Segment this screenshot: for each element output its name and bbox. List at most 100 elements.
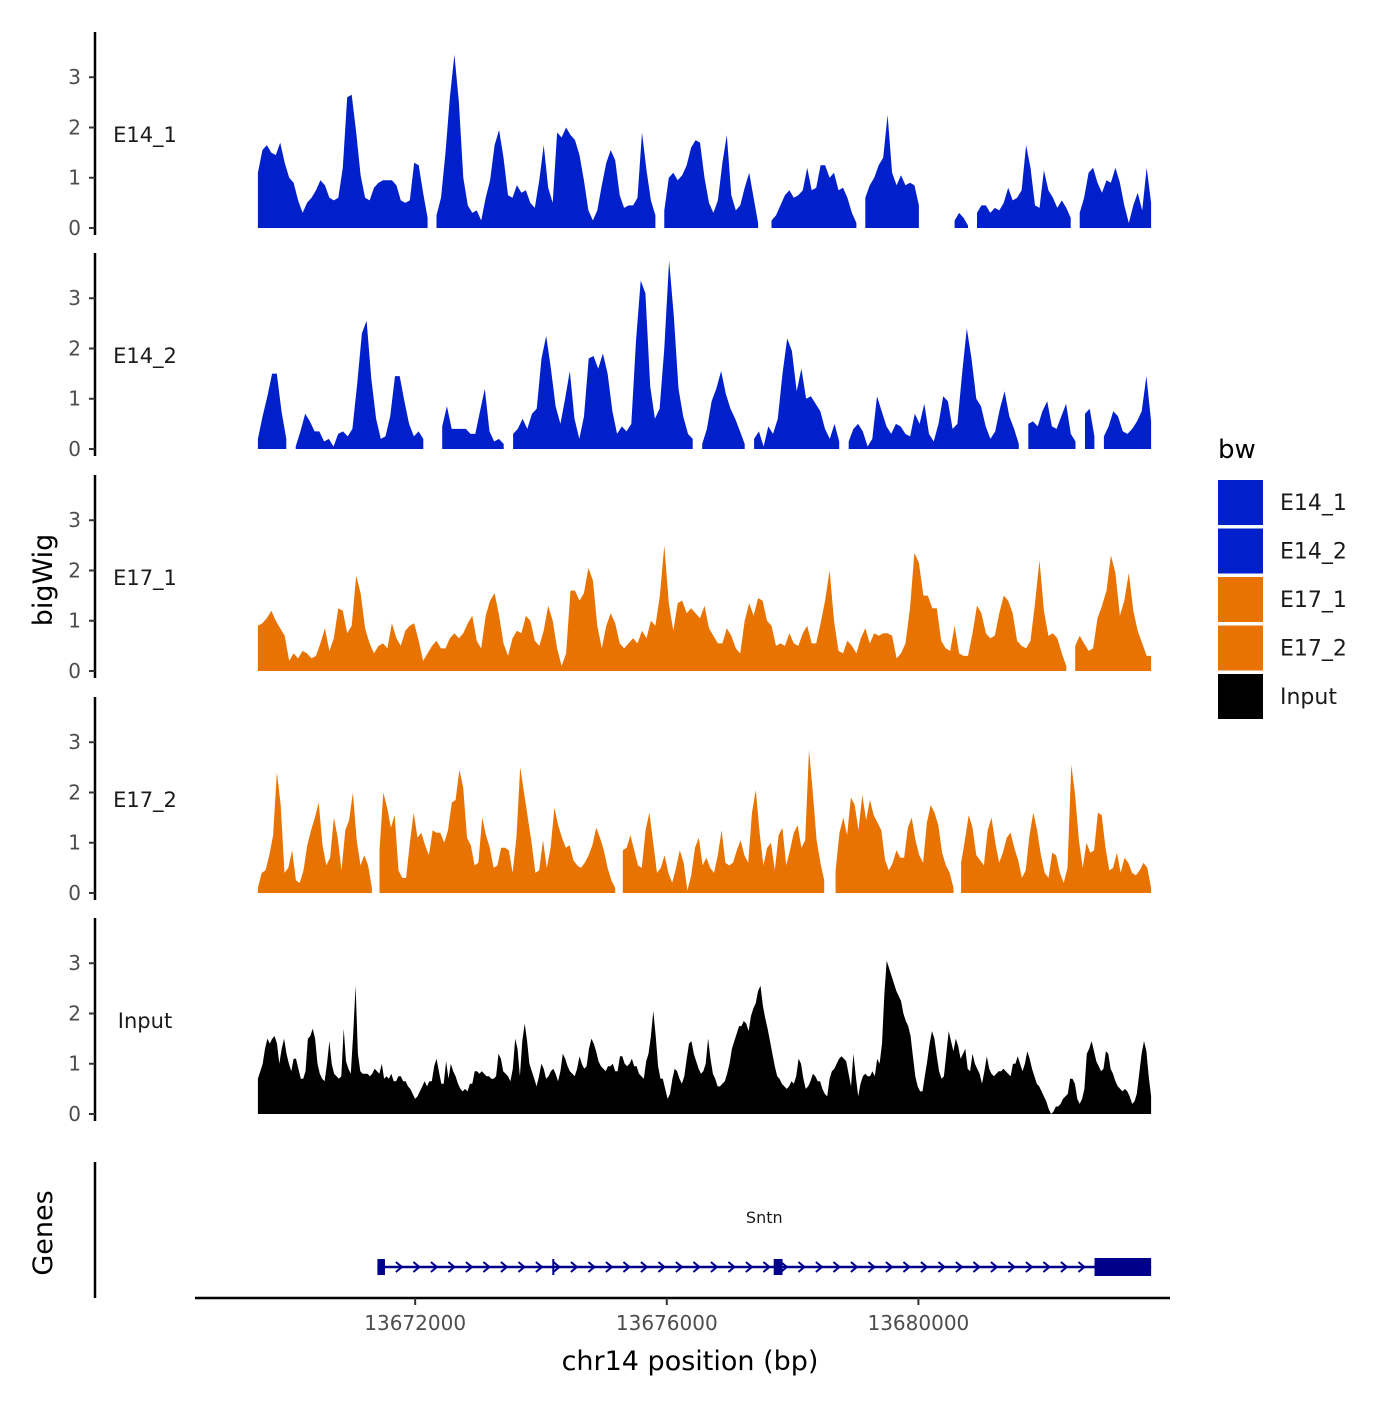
strand-arrow: [605, 1261, 614, 1273]
track-label: E17_2: [113, 788, 177, 813]
coverage-area: [865, 114, 919, 228]
y-axis-title: bigWig: [28, 534, 59, 627]
legend-swatch: [1218, 577, 1263, 622]
strand-arrow: [500, 1261, 509, 1273]
strand-arrow: [745, 1261, 754, 1273]
track-label: Input: [118, 1009, 172, 1033]
legend-swatch: [1218, 528, 1263, 574]
coverage-area: [702, 371, 745, 449]
coverage-area: [954, 212, 968, 228]
y-tick-label: 0: [68, 1102, 81, 1126]
y-tick-label: 2: [68, 115, 81, 139]
strand-arrow: [395, 1261, 404, 1273]
coverage-area: [442, 388, 504, 449]
genes-axis-title: Genes: [28, 1190, 59, 1275]
strand-arrow: [587, 1261, 596, 1273]
legend-title: bw: [1218, 435, 1256, 465]
gene-name-label: Sntn: [746, 1208, 783, 1227]
gene-sntn: Sntn: [377, 1208, 1152, 1276]
strand-arrow: [867, 1261, 876, 1273]
strand-arrow: [640, 1261, 649, 1273]
strand-arrow: [955, 1261, 964, 1273]
strand-arrow: [657, 1261, 666, 1273]
track-e17-1: 0 1 2 3 E17_1: [68, 475, 1152, 683]
coverage-area: [1085, 408, 1095, 449]
strand-arrow: [1042, 1261, 1051, 1273]
strand-arrow: [1007, 1261, 1016, 1273]
strand-arrow: [1077, 1261, 1086, 1273]
coverage-area: [754, 338, 840, 449]
y-tick-label: 2: [68, 558, 81, 582]
y-tick-label: 3: [68, 65, 81, 89]
strand-arrow: [552, 1261, 561, 1273]
coverage-area: [257, 772, 372, 893]
coverage-area: [1075, 555, 1152, 671]
y-tick-label: 3: [68, 286, 81, 310]
strand-arrow: [780, 1261, 789, 1273]
legend-label: E17_2: [1280, 637, 1347, 662]
legend-label: E17_1: [1280, 588, 1347, 613]
coverage-area: [513, 260, 693, 449]
strand-arrow: [762, 1261, 771, 1273]
y-tick-label: 1: [68, 609, 81, 633]
y-tick-label: 2: [68, 1001, 81, 1025]
coverage-area: [257, 373, 287, 449]
track-e14-1: 0 1 2 3 E14_1: [68, 32, 1152, 240]
strand-arrow: [832, 1261, 841, 1273]
y-tick-label: 3: [68, 508, 81, 532]
strand-arrow: [1025, 1261, 1034, 1273]
strand-arrow: [902, 1261, 911, 1273]
legend-swatch: [1218, 480, 1263, 525]
legend-label: E14_1: [1280, 491, 1347, 516]
y-tick-label: 1: [68, 387, 81, 411]
coverage-area: [1028, 401, 1076, 449]
x-axis-title: chr14 position (bp): [562, 1346, 819, 1377]
tracks-layer: 0 1 2 3 E14_1 0 1 2 3 E14_2 0 1 2 3 E17_1 0 1 2 3 E17_2 0 1 2 3…: [68, 32, 1152, 1126]
strand-arrow: [622, 1261, 631, 1273]
strand-arrow: [675, 1261, 684, 1273]
strand-arrow: [797, 1261, 806, 1273]
track-label: E14_1: [113, 123, 177, 148]
coverage-area: [257, 545, 1067, 671]
legend-label: Input: [1280, 685, 1337, 710]
coverage-area: [622, 749, 825, 893]
coverage-area: [835, 795, 954, 893]
gene-exon: [377, 1259, 385, 1275]
gene-exon: [552, 1259, 555, 1275]
coverage-area: [295, 320, 424, 449]
strand-arrow: [727, 1261, 736, 1273]
coverage-area: [379, 767, 616, 893]
legend-label: E14_2: [1280, 540, 1347, 565]
track-label: E17_1: [113, 566, 177, 591]
strand-arrow: [447, 1261, 456, 1273]
coverage-area: [961, 764, 1152, 893]
strand-arrow: [482, 1261, 491, 1273]
track-input: 0 1 2 3 Input: [68, 918, 1152, 1126]
y-tick-label: 1: [68, 1052, 81, 1076]
track-label: E14_2: [113, 344, 177, 369]
gene-exon: [1094, 1258, 1152, 1276]
coverage-area: [771, 165, 857, 228]
x-tick-label: 13676000: [616, 1311, 718, 1335]
strand-arrow: [412, 1261, 421, 1273]
strand-arrow: [570, 1261, 579, 1273]
y-tick-label: 0: [68, 437, 81, 461]
coverage-area: [257, 94, 428, 228]
strand-arrow: [990, 1261, 999, 1273]
coverage-area: [257, 960, 1152, 1114]
y-tick-label: 1: [68, 831, 81, 855]
coverage-area: [848, 328, 1019, 449]
coverage-area: [1103, 376, 1152, 449]
coverage-area: [977, 145, 1071, 228]
track-e14-2: 0 1 2 3 E14_2: [68, 253, 1152, 461]
strand-arrow: [710, 1261, 719, 1273]
y-tick-label: 3: [68, 951, 81, 975]
gene-exon: [773, 1259, 783, 1275]
track-e17-2: 0 1 2 3 E17_2: [68, 697, 1152, 905]
strand-arrow: [815, 1261, 824, 1273]
strand-arrow: [430, 1261, 439, 1273]
legend-swatch: [1218, 674, 1263, 719]
y-tick-label: 0: [68, 216, 81, 240]
